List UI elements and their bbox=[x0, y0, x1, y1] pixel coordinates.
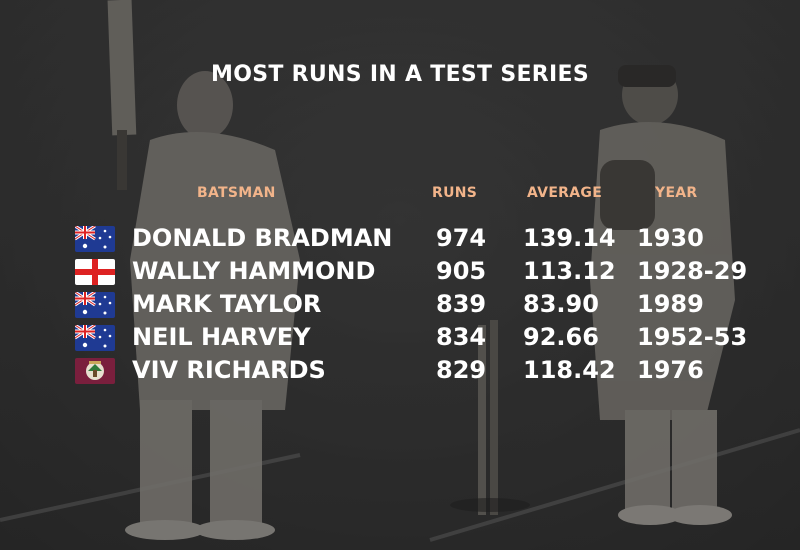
column-header-year: YEAR bbox=[655, 185, 698, 201]
year-value: 1928-29 bbox=[637, 257, 748, 285]
batsman-name: MARK TAYLOR bbox=[132, 290, 322, 318]
runs-value: 829 bbox=[436, 356, 487, 384]
batsman-name: NEIL HARVEY bbox=[132, 323, 311, 351]
average-value: 113.12 bbox=[523, 257, 616, 285]
table-row: VIV RICHARDS 829 118.42 1976 bbox=[0, 354, 800, 386]
table-row: WALLY HAMMOND 905 113.12 1928-29 bbox=[0, 255, 800, 287]
wicketkeeper-silhouette bbox=[590, 65, 735, 525]
batsman-name: VIV RICHARDS bbox=[132, 356, 326, 384]
batsman-name: DONALD BRADMAN bbox=[132, 224, 393, 252]
year-value: 1976 bbox=[637, 356, 704, 384]
year-value: 1930 bbox=[637, 224, 704, 252]
australia-flag-icon bbox=[75, 325, 115, 351]
average-value: 92.66 bbox=[523, 323, 599, 351]
runs-value: 905 bbox=[436, 257, 487, 285]
average-value: 118.42 bbox=[523, 356, 616, 384]
runs-value: 974 bbox=[436, 224, 487, 252]
runs-value: 834 bbox=[436, 323, 487, 351]
stumps-silhouette bbox=[450, 320, 530, 515]
table-row: MARK TAYLOR 839 83.90 1989 bbox=[0, 288, 800, 320]
west-indies-flag-icon bbox=[75, 358, 115, 384]
page-title: MOST RUNS IN A TEST SERIES bbox=[211, 62, 589, 87]
average-value: 83.90 bbox=[523, 290, 599, 318]
batsman-name: WALLY HAMMOND bbox=[132, 257, 376, 285]
column-header-batsman: BATSMAN bbox=[197, 185, 276, 201]
runs-value: 839 bbox=[436, 290, 487, 318]
table-row: NEIL HARVEY 834 92.66 1952-53 bbox=[0, 321, 800, 353]
table-row: DONALD BRADMAN 974 139.14 1930 bbox=[0, 222, 800, 254]
australia-flag-icon bbox=[75, 292, 115, 318]
year-value: 1989 bbox=[637, 290, 704, 318]
column-header-runs: RUNS bbox=[432, 185, 478, 201]
average-value: 139.14 bbox=[523, 224, 616, 252]
batsman-silhouette bbox=[107, 0, 300, 540]
column-header-average: AVERAGE bbox=[527, 185, 603, 201]
australia-flag-icon bbox=[75, 226, 115, 252]
year-value: 1952-53 bbox=[637, 323, 748, 351]
england-flag-icon bbox=[75, 259, 115, 285]
